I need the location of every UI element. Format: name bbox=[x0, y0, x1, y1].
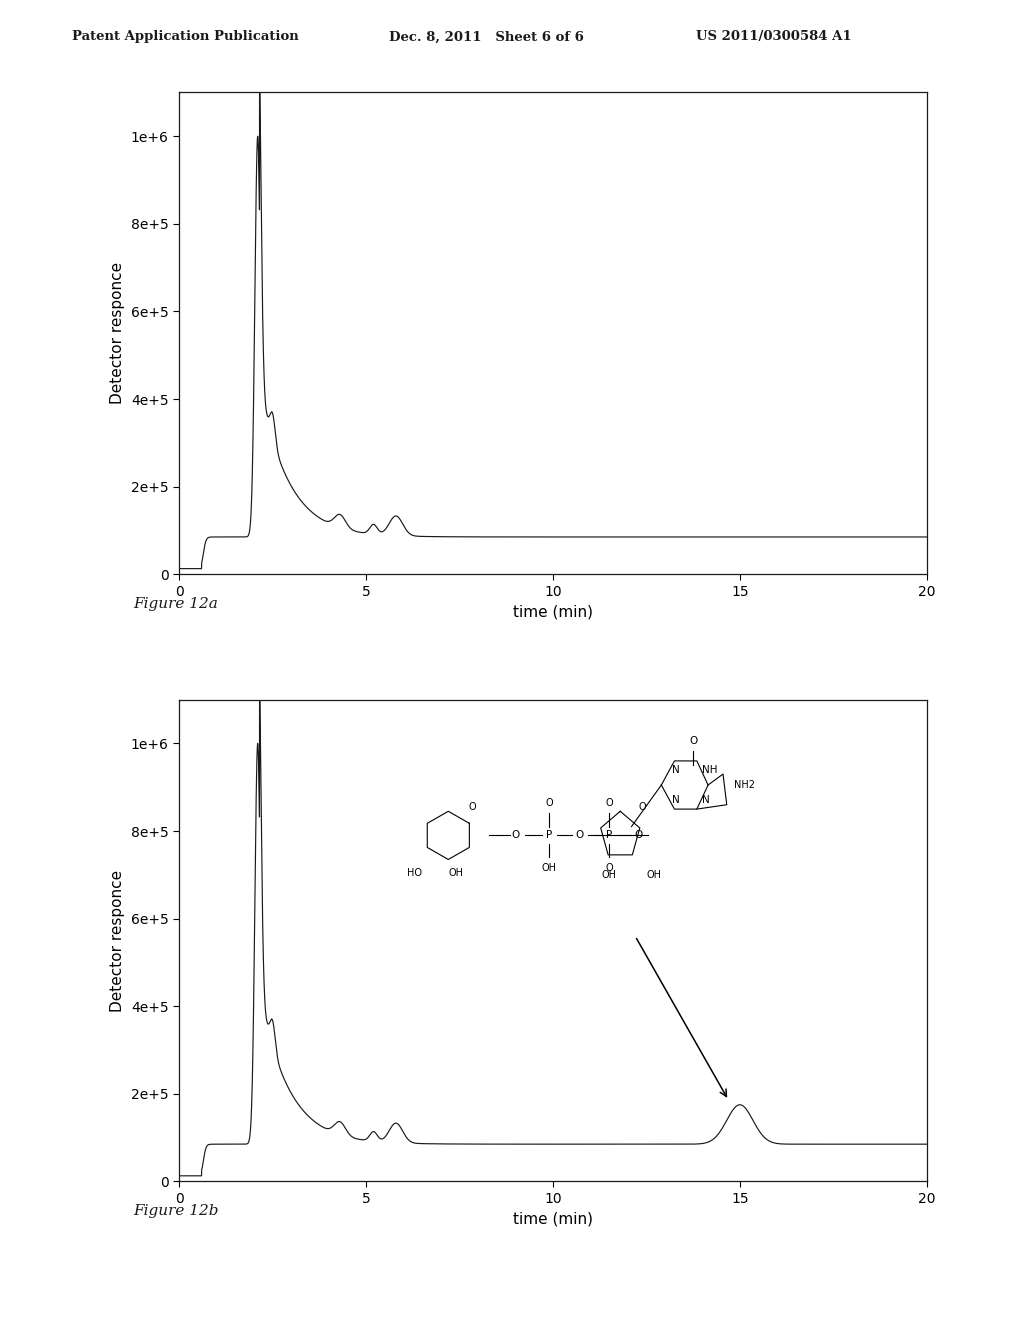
Text: HO: HO bbox=[408, 867, 422, 878]
X-axis label: time (min): time (min) bbox=[513, 605, 593, 619]
Text: OH: OH bbox=[449, 867, 463, 878]
Text: N: N bbox=[673, 764, 680, 775]
Text: O: O bbox=[511, 830, 520, 841]
Text: Figure 12b: Figure 12b bbox=[133, 1204, 218, 1218]
Text: OH: OH bbox=[542, 863, 557, 874]
Text: N: N bbox=[673, 796, 680, 805]
Text: NH2: NH2 bbox=[734, 780, 756, 789]
Text: O: O bbox=[605, 863, 612, 874]
Text: NH: NH bbox=[702, 764, 718, 775]
Text: Figure 12a: Figure 12a bbox=[133, 597, 218, 611]
Text: US 2011/0300584 A1: US 2011/0300584 A1 bbox=[696, 30, 852, 44]
Text: O: O bbox=[638, 803, 646, 812]
Text: O: O bbox=[635, 830, 643, 841]
Text: O: O bbox=[689, 735, 697, 746]
Text: Dec. 8, 2011   Sheet 6 of 6: Dec. 8, 2011 Sheet 6 of 6 bbox=[389, 30, 584, 44]
Text: O: O bbox=[546, 797, 553, 808]
Text: Patent Application Publication: Patent Application Publication bbox=[72, 30, 298, 44]
Text: O: O bbox=[469, 803, 476, 812]
Text: N: N bbox=[702, 796, 710, 805]
Text: OH: OH bbox=[646, 870, 662, 880]
Text: O: O bbox=[605, 797, 612, 808]
Text: O: O bbox=[575, 830, 584, 841]
Text: P: P bbox=[606, 830, 612, 841]
Y-axis label: Detector responce: Detector responce bbox=[111, 870, 125, 1011]
Y-axis label: Detector responce: Detector responce bbox=[111, 263, 125, 404]
Text: P: P bbox=[546, 830, 552, 841]
X-axis label: time (min): time (min) bbox=[513, 1212, 593, 1226]
Text: OH: OH bbox=[601, 870, 616, 880]
